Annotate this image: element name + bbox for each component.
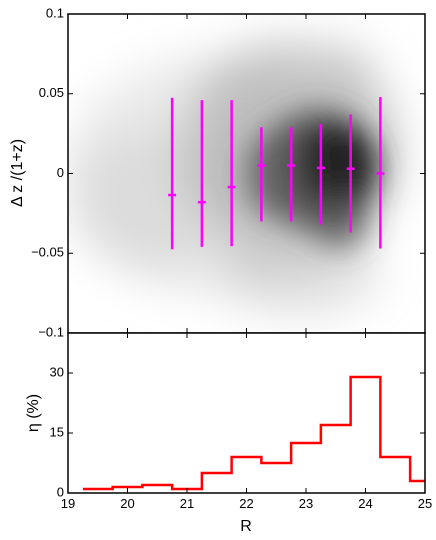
errorbar-group [168,96,385,250]
bottom-x-axis-label: R [240,518,252,535]
bottom-x-tick-label: 22 [239,496,253,511]
top-y-tick-label: −0.05 [31,245,64,260]
density-map [68,40,400,315]
bottom-panel: 0 15 30 19 20 21 22 23 24 25 η (%) R [25,332,432,535]
top-x-ticks [67,14,426,333]
histogram-line [82,375,425,491]
bottom-x-tick-label: 21 [180,496,194,511]
top-y-tick-label: 0.05 [39,85,64,100]
bottom-x-tick-label: 20 [120,496,134,511]
bottom-y-axis-label: η (%) [25,394,42,432]
bottom-y-tick-label: 30 [50,364,64,379]
bottom-x-axis: 19 20 21 22 23 24 25 [61,333,432,511]
top-y-tick-label: −0.1 [38,324,64,339]
top-y-tick-label: 0.1 [46,5,64,20]
bottom-y-tick-label: 0 [57,484,64,499]
bottom-y-axis: 0 15 30 [50,364,425,499]
bottom-y-tick-label: 15 [50,424,64,439]
bottom-x-tick-label: 23 [299,496,313,511]
bottom-x-tick-label: 19 [61,496,75,511]
bottom-plot-area [68,333,425,493]
bottom-x-tick-label: 25 [418,496,432,511]
top-panel: −0.1 −0.05 0 0.05 0.1 Δ z /(1+z) [9,5,426,339]
top-y-axis-label: Δ z /(1+z) [9,139,26,207]
bottom-x-tick-label: 24 [358,496,372,511]
top-y-tick-label: 0 [57,165,64,180]
